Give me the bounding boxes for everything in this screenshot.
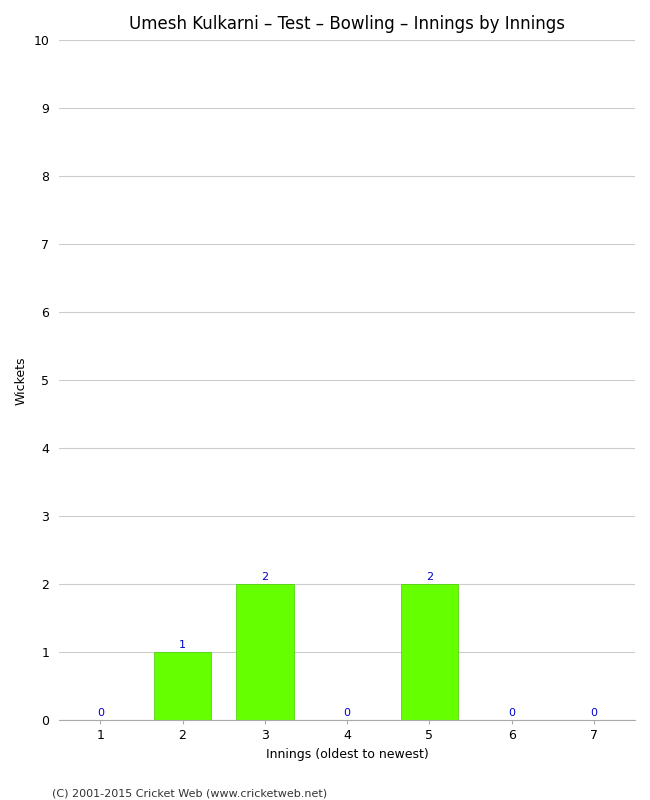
Text: 0: 0	[344, 708, 350, 718]
Text: (C) 2001-2015 Cricket Web (www.cricketweb.net): (C) 2001-2015 Cricket Web (www.cricketwe…	[52, 788, 327, 798]
Bar	[236, 584, 294, 721]
Text: 2: 2	[261, 572, 268, 582]
Text: 2: 2	[426, 572, 433, 582]
Text: 0: 0	[590, 708, 597, 718]
Y-axis label: Wickets: Wickets	[15, 356, 28, 405]
Bar	[154, 652, 211, 721]
Bar	[400, 584, 458, 721]
Text: 1: 1	[179, 640, 186, 650]
X-axis label: Innings (oldest to newest): Innings (oldest to newest)	[266, 748, 428, 761]
Title: Umesh Kulkarni – Test – Bowling – Innings by Innings: Umesh Kulkarni – Test – Bowling – Inning…	[129, 15, 565, 33]
Text: 0: 0	[97, 708, 104, 718]
Text: 0: 0	[508, 708, 515, 718]
